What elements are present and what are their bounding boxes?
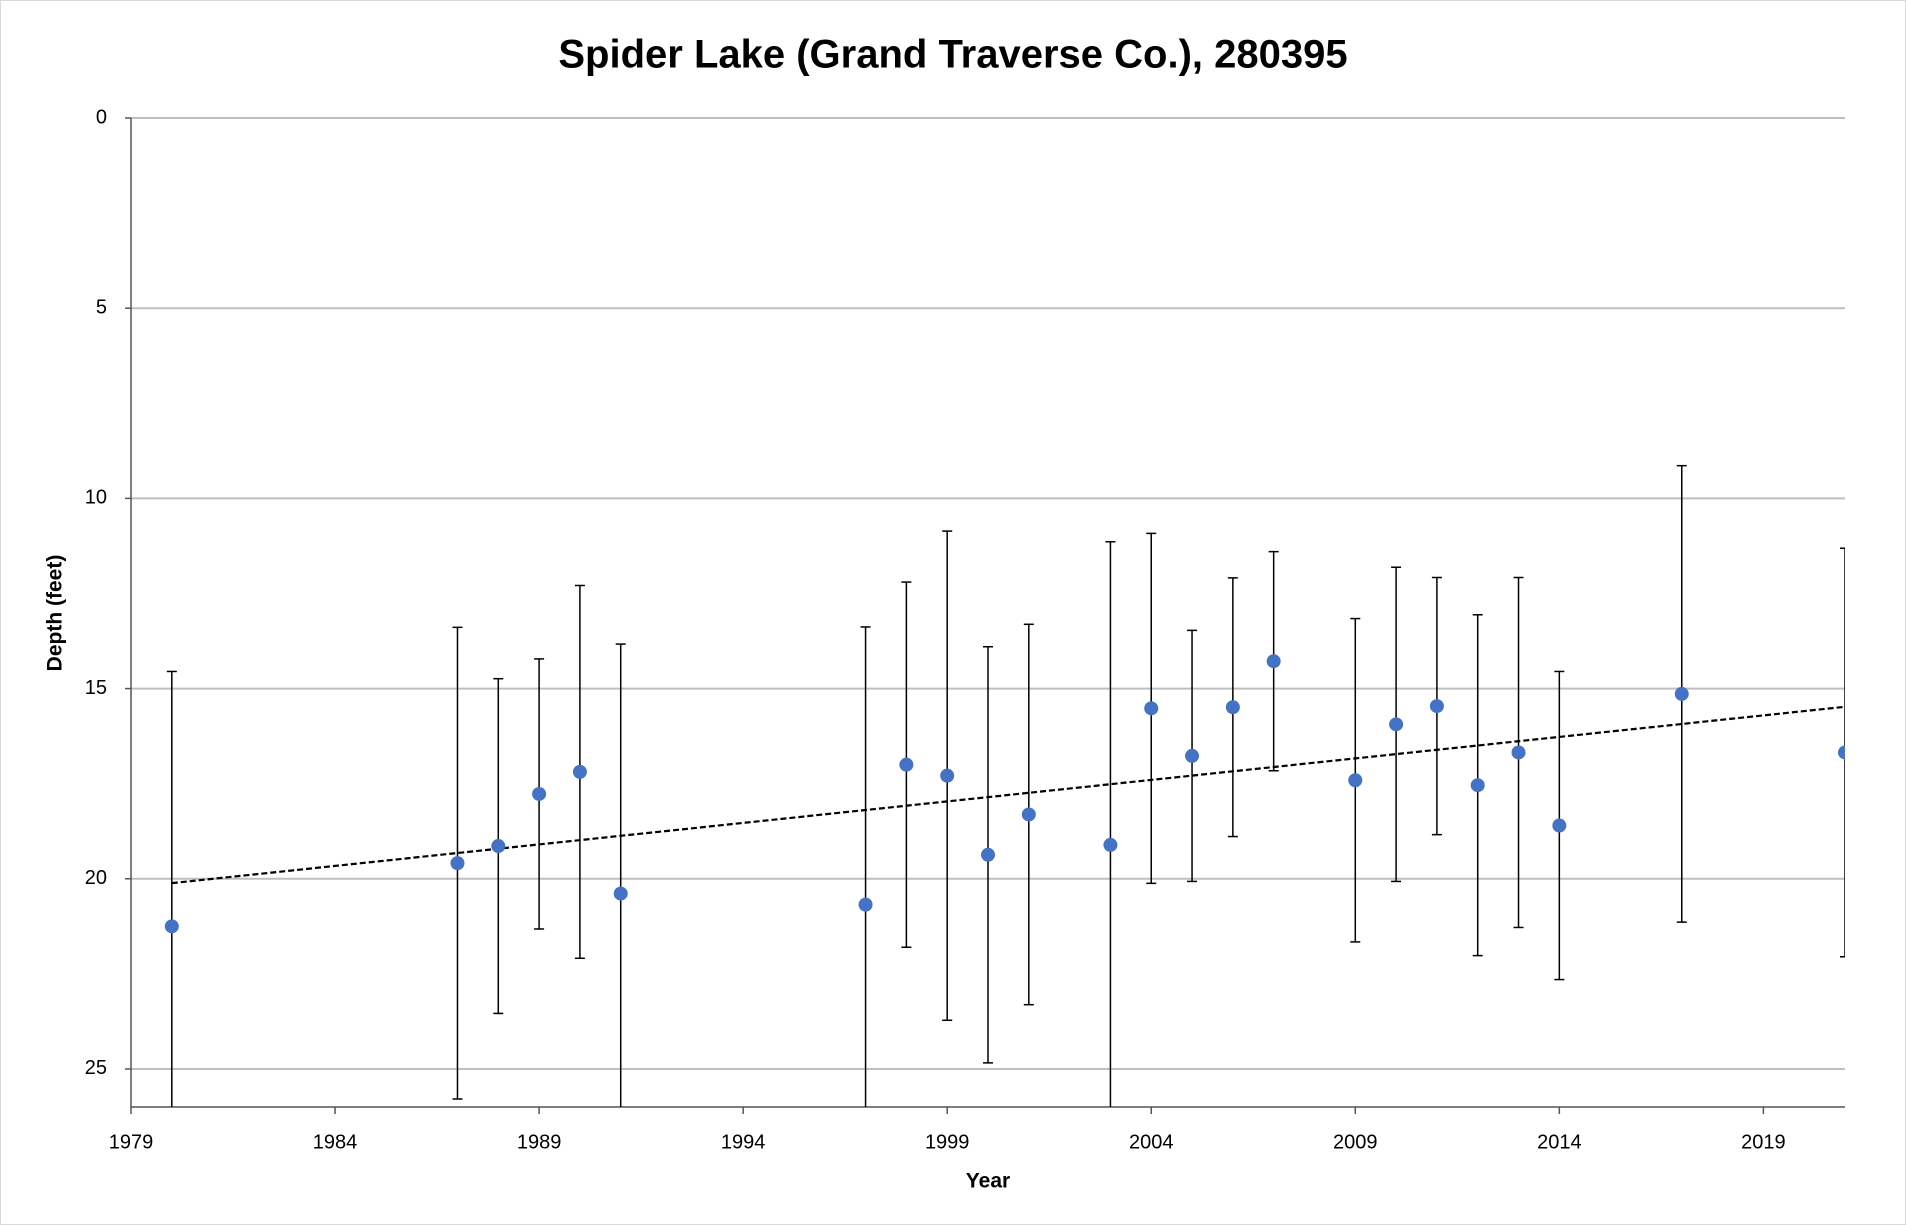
y-tick-label: 10	[85, 487, 107, 509]
data-point	[1470, 778, 1485, 793]
data-point	[1552, 818, 1567, 833]
data-point	[1103, 837, 1118, 852]
x-tick-label: 1989	[517, 1131, 562, 1153]
x-tick-label: 2014	[1537, 1131, 1582, 1153]
data-point	[1144, 701, 1159, 716]
data-point	[450, 856, 465, 871]
data-point	[572, 764, 587, 779]
y-tick-label: 5	[96, 296, 107, 318]
data-point	[1511, 745, 1526, 760]
y-tick-label: 20	[85, 867, 107, 889]
data-point	[1225, 700, 1240, 715]
x-axis-label: Year	[966, 1170, 1010, 1193]
plot-area	[164, 464, 1845, 1107]
data-point	[491, 839, 506, 854]
y-tick-label: 0	[96, 106, 107, 128]
data-point	[899, 757, 914, 772]
x-tick-label: 1999	[925, 1131, 970, 1153]
data-point	[532, 786, 547, 801]
x-tick-label: 2009	[1333, 1131, 1378, 1153]
x-tick-label: 2004	[1129, 1131, 1174, 1153]
data-point	[1389, 717, 1404, 732]
data-point	[1021, 807, 1036, 822]
y-axis-label: Depth (feet)	[44, 555, 67, 672]
data-point	[940, 768, 955, 783]
data-point	[1674, 686, 1689, 701]
y-tick-label: 25	[85, 1057, 107, 1079]
data-point	[981, 847, 995, 862]
data-point	[858, 897, 873, 912]
x-tick-label: 2019	[1741, 1131, 1786, 1153]
chart-title: Spider Lake (Grand Traverse Co.), 280395	[558, 33, 1347, 77]
trendline	[171, 705, 1845, 885]
x-tick-label: 1979	[109, 1131, 154, 1153]
x-tick-label: 1984	[313, 1131, 358, 1153]
data-point	[1266, 654, 1281, 669]
x-tick-label: 1994	[721, 1131, 766, 1153]
data-point	[1348, 773, 1363, 788]
data-point	[1185, 748, 1200, 763]
data-point	[613, 886, 628, 901]
data-point	[1429, 699, 1444, 714]
error-bar	[1840, 547, 1845, 958]
y-tick-label: 15	[85, 677, 107, 699]
data-point	[164, 919, 179, 934]
data-point	[1838, 745, 1845, 760]
